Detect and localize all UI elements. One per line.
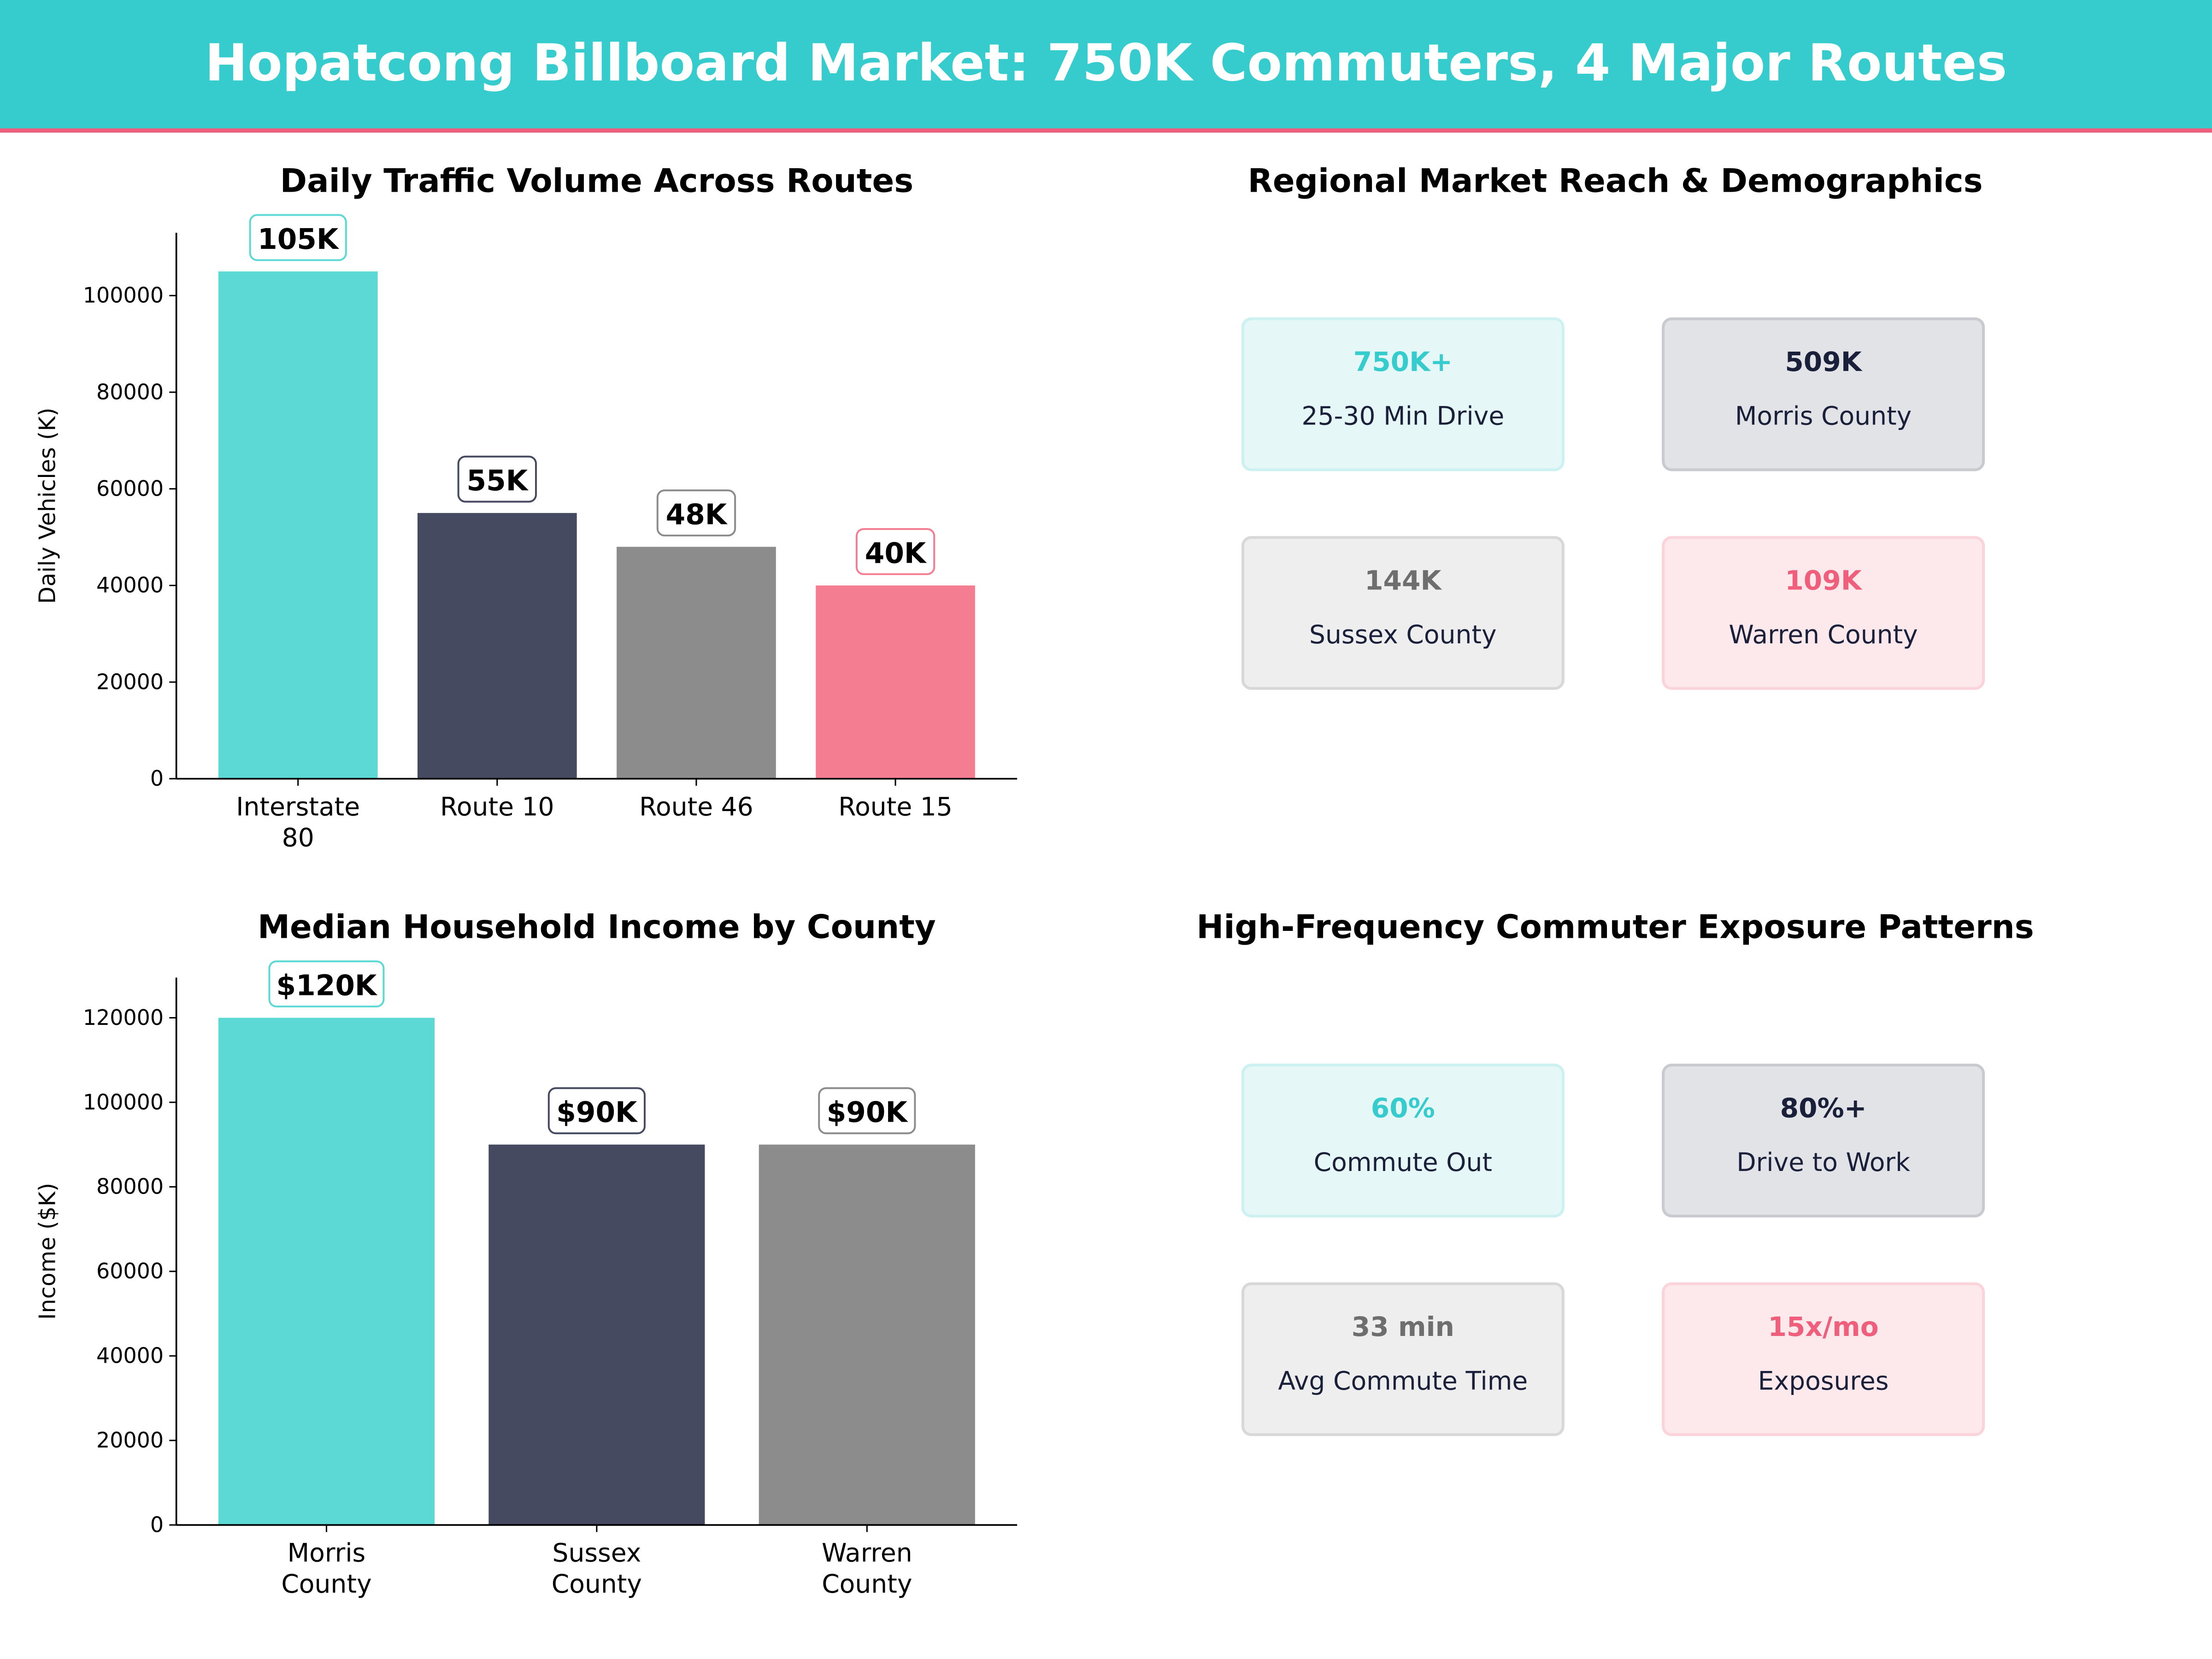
stat-label: Morris County <box>1735 402 1912 432</box>
header-banner: Hopatcong Billboard Market: 750K Commute… <box>0 0 2212 133</box>
y-tick-label: 40000 <box>96 1343 164 1368</box>
stat-card: 509K Morris County <box>1662 317 1985 471</box>
data-label-box <box>656 489 736 537</box>
data-label-box <box>818 1087 916 1135</box>
y-tick-label: 0 <box>150 1512 164 1537</box>
stat-card: 15x/mo Exposures <box>1662 1282 1985 1436</box>
stat-card: 144K Sussex County <box>1241 536 1565 690</box>
data-label-box <box>268 960 385 1008</box>
stat-value: 109K <box>1785 565 1862 597</box>
y-tick-label: 20000 <box>96 669 164 694</box>
y-tick-label: 120000 <box>83 1005 164 1030</box>
x-tick-label: County <box>552 1569 642 1599</box>
y-tick-label: 100000 <box>83 283 164 308</box>
stat-label: Commute Out <box>1313 1148 1493 1178</box>
data-label-box <box>547 1087 646 1135</box>
stat-label: Drive to Work <box>1736 1148 1911 1178</box>
data-label: $120K <box>276 970 378 1002</box>
stat-card: 750K+ 25-30 Min Drive <box>1241 317 1565 471</box>
y-axis-label: Income ($K) <box>34 1183 60 1320</box>
income-chart-title: Median Household Income by County <box>257 910 936 947</box>
x-tick-label: Sussex <box>552 1538 641 1568</box>
stat-label: Warren County <box>1729 620 1918 651</box>
bar <box>218 1018 435 1525</box>
stat-value: 60% <box>1371 1093 1435 1124</box>
x-tick-label: Morris <box>288 1538 366 1568</box>
stat-label: Avg Commute Time <box>1278 1367 1528 1397</box>
bar <box>617 547 776 779</box>
stat-card: 109K Warren County <box>1662 536 1985 690</box>
stat-value: 144K <box>1365 565 1441 597</box>
y-tick-label: 0 <box>150 766 164 791</box>
x-tick-label: Route 15 <box>838 792 953 821</box>
x-tick-label: County <box>281 1569 371 1599</box>
stat-value: 15x/mo <box>1768 1312 1879 1343</box>
bar <box>816 585 975 779</box>
stat-value: 750K+ <box>1353 347 1453 378</box>
reach-panel-title: Regional Market Reach & Demographics <box>1247 164 1983 200</box>
stat-value: 33 min <box>1351 1312 1454 1343</box>
stat-label: 25-30 Min Drive <box>1301 402 1505 432</box>
y-tick-label: 100000 <box>83 1089 164 1114</box>
data-label-box <box>457 455 537 503</box>
x-tick-label: County <box>822 1569 912 1599</box>
x-tick-label: Interstate <box>236 792 360 821</box>
y-tick-label: 40000 <box>96 573 164 598</box>
data-label: 55K <box>467 465 529 497</box>
stat-card: 80%+ Drive to Work <box>1662 1064 1985 1218</box>
stat-label: Exposures <box>1758 1367 1889 1397</box>
traffic-chart-title: Daily Traffic Volume Across Routes <box>280 164 914 200</box>
exposure-panel-title: High-Frequency Commuter Exposure Pattern… <box>1196 910 2034 947</box>
data-label: 48K <box>666 499 728 531</box>
data-label: $90K <box>827 1096 909 1129</box>
data-label: 40K <box>865 537 927 570</box>
y-tick-label: 60000 <box>96 1259 164 1283</box>
stat-value: 80%+ <box>1780 1093 1867 1124</box>
x-tick-label: Route 46 <box>639 792 753 821</box>
bar <box>488 1144 705 1525</box>
y-axis-label: Daily Vehicles (K) <box>34 407 60 604</box>
stat-card: 33 min Avg Commute Time <box>1241 1282 1565 1436</box>
stat-label: Sussex County <box>1309 620 1497 651</box>
y-tick-label: 20000 <box>96 1428 164 1453</box>
stat-card: 60% Commute Out <box>1241 1064 1565 1218</box>
bar <box>417 513 577 779</box>
data-label-box <box>249 214 347 261</box>
x-tick-label: Route 10 <box>440 792 554 821</box>
y-tick-label: 80000 <box>96 1174 164 1199</box>
data-label: 105K <box>258 223 340 256</box>
stat-value: 509K <box>1785 347 1862 378</box>
x-tick-label: Warren <box>822 1538 912 1568</box>
bar <box>218 271 378 779</box>
data-label: $90K <box>556 1096 638 1129</box>
y-tick-label: 60000 <box>96 476 164 501</box>
y-tick-label: 80000 <box>96 379 164 404</box>
bar <box>759 1144 975 1525</box>
x-tick-label: 80 <box>282 823 314 853</box>
page-title: Hopatcong Billboard Market: 750K Commute… <box>205 35 2007 94</box>
data-label-box <box>855 528 935 575</box>
